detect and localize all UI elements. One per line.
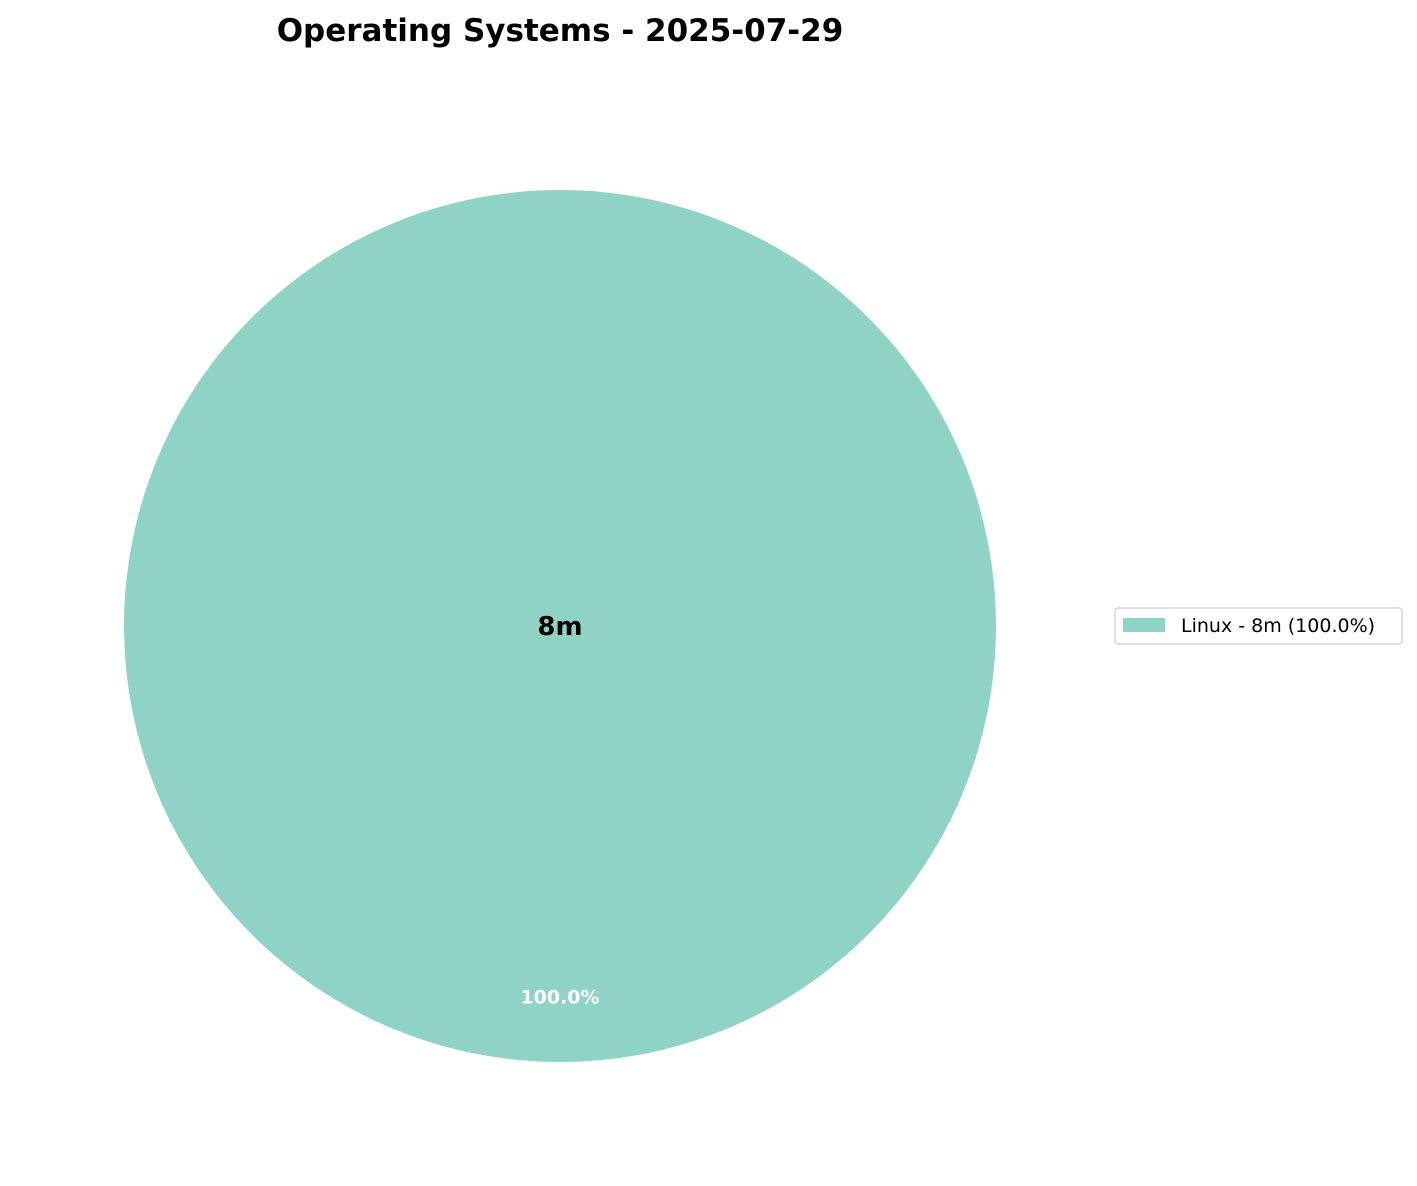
center-label: 8m bbox=[537, 612, 582, 642]
percent-labels: 100.0% bbox=[520, 987, 599, 1009]
legend-swatch-linux bbox=[1123, 618, 1165, 632]
legend-label-linux: Linux - 8m (100.0%) bbox=[1181, 615, 1375, 637]
legend-frame bbox=[1114, 607, 1403, 645]
pie-slice-linux bbox=[124, 190, 996, 1062]
chart-title: Operating Systems - 2025-07-29 bbox=[277, 13, 844, 49]
percent-label-linux: 100.0% bbox=[520, 987, 599, 1009]
pie-slices bbox=[124, 190, 996, 1062]
legend: Linux - 8m (100.0%) bbox=[1114, 607, 1403, 645]
